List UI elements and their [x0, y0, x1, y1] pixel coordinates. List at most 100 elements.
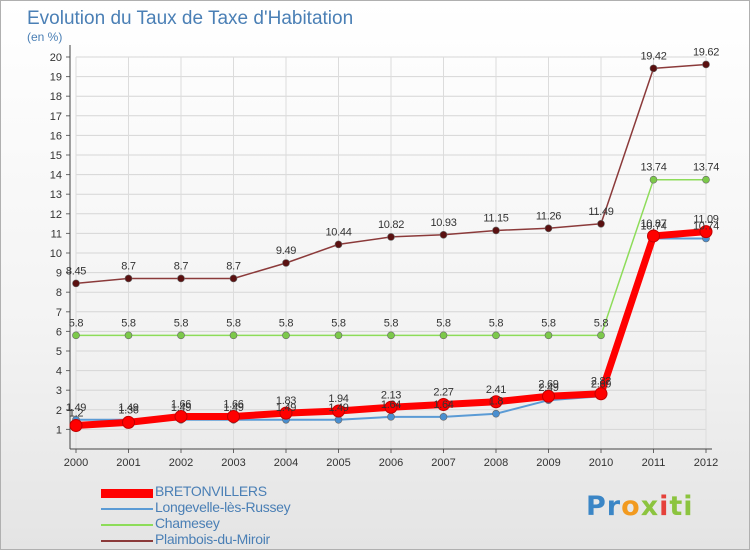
data-point [702, 60, 710, 69]
data-label: 11.09 [693, 214, 718, 226]
data-label: 10.93 [430, 217, 456, 229]
y-tick-label: 12 [50, 209, 62, 221]
data-point [542, 389, 555, 403]
series-layer [69, 60, 713, 432]
data-point [229, 274, 238, 283]
logo-letter: x [640, 491, 660, 522]
data-point [279, 406, 293, 420]
logo-letter: i [659, 491, 670, 522]
data-label: 2.13 [381, 389, 401, 401]
data-label: 5.8 [121, 317, 136, 329]
y-tick-label: 17 [50, 111, 62, 123]
data-label: 8.7 [174, 260, 189, 272]
data-point [387, 233, 395, 241]
legend-swatch [101, 508, 153, 510]
data-label: 1.2 [69, 407, 84, 419]
data-label: 5.8 [174, 317, 189, 329]
data-label: 10.44 [325, 226, 351, 238]
data-label: 1.94 [328, 393, 348, 405]
x-tick-label: 2001 [116, 457, 140, 469]
data-label: 5.8 [69, 317, 84, 329]
data-point [384, 400, 398, 414]
logo-letter: P [586, 491, 607, 522]
data-point [544, 224, 553, 233]
data-label: 5.8 [489, 317, 504, 329]
y-tick-label: 3 [56, 385, 62, 397]
data-label: 5.8 [279, 317, 294, 329]
data-label: 1.49 [118, 402, 138, 414]
legend-label: Chamesey [155, 515, 220, 531]
data-label: 1.64 [433, 399, 453, 411]
x-tick-label: 2007 [431, 457, 455, 469]
data-point [227, 409, 240, 423]
data-point [282, 331, 290, 340]
data-label: 10.87 [640, 218, 666, 230]
data-point [229, 331, 238, 340]
data-point [387, 413, 395, 421]
data-point [544, 331, 553, 340]
data-label: 1.49 [171, 402, 191, 414]
data-point [177, 274, 185, 283]
data-label: 1.66 [223, 398, 243, 410]
data-label: 10.74 [693, 220, 719, 232]
data-label: 1.36 [118, 404, 138, 416]
data-point [647, 229, 660, 243]
x-tick-label: 2004 [274, 457, 298, 469]
data-point [437, 398, 450, 412]
x-tick-label: 2000 [64, 457, 88, 469]
y-tick-label: 13 [50, 189, 62, 201]
data-label: 2.49 [538, 382, 558, 394]
data-label: 5.8 [384, 317, 399, 329]
data-label: 19.42 [640, 50, 666, 62]
data-point [492, 331, 500, 340]
data-label: 2.41 [486, 384, 506, 396]
data-point [72, 331, 80, 340]
data-label: 1.49 [276, 402, 296, 414]
data-label: 9.49 [276, 245, 296, 257]
logo-letter: t [669, 491, 684, 522]
data-point [597, 219, 605, 228]
data-point [492, 226, 500, 235]
y-tick-label: 1 [56, 424, 62, 436]
x-tick-label: 2005 [326, 457, 350, 469]
data-label: 8.7 [226, 260, 241, 272]
data-label: 2.27 [433, 387, 453, 399]
data-labels-layer: 8.45 8.7 8.7 8.7 9.49 10.44 10.82 10.93 11.15 11.… [66, 46, 720, 419]
data-label: 5.8 [226, 317, 241, 329]
data-point [489, 395, 503, 409]
data-point [439, 331, 448, 340]
data-label: 5.8 [594, 317, 609, 329]
y-tick-label: 14 [50, 170, 62, 182]
data-point [332, 404, 345, 418]
data-label: 5.8 [541, 317, 556, 329]
x-tick-label: 2002 [169, 457, 193, 469]
y-tick-label: 20 [50, 52, 62, 64]
data-point [174, 409, 188, 423]
data-label: 1.66 [171, 398, 191, 410]
data-point [122, 415, 135, 429]
data-point [177, 331, 185, 340]
x-tick-label: 2011 [642, 457, 666, 469]
x-tick-label: 2008 [484, 457, 508, 469]
x-tick-label: 2010 [589, 457, 613, 469]
data-label: 11.15 [483, 212, 508, 224]
data-point [439, 413, 448, 421]
y-tick-label: 10 [50, 248, 62, 260]
data-point [387, 331, 395, 340]
data-point [124, 331, 133, 340]
y-tick-label: 16 [50, 130, 62, 142]
y-tick-label: 19 [50, 72, 62, 84]
proxiti-logo: Proxiti [586, 491, 694, 522]
data-point [594, 387, 608, 401]
data-label: 1.49 [328, 402, 348, 414]
logo-letter: r [606, 491, 622, 522]
data-label: 10.82 [378, 219, 404, 231]
data-label: 5.8 [331, 317, 346, 329]
data-label: 1.49 [223, 402, 243, 414]
y-tick-label: 2 [56, 405, 62, 417]
data-point [649, 175, 658, 184]
y-tick-label: 4 [56, 366, 62, 378]
chart-title: Evolution du Taux de Taxe d'Habitation [27, 8, 354, 29]
x-tick-label: 2012 [694, 457, 718, 469]
